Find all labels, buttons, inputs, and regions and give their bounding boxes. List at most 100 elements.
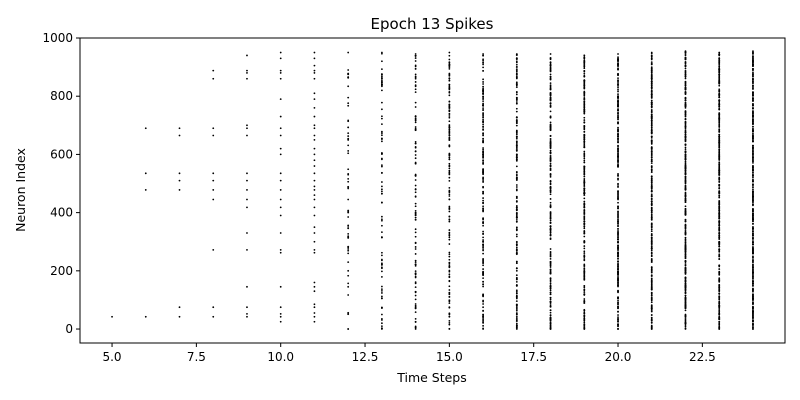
spike-point bbox=[448, 273, 451, 276]
spike-point bbox=[684, 294, 687, 297]
spike-point bbox=[617, 141, 619, 144]
spike-point bbox=[583, 166, 586, 169]
spike-point bbox=[583, 210, 586, 213]
spike-point bbox=[482, 186, 484, 189]
spike-point bbox=[347, 246, 350, 249]
spike-point bbox=[752, 214, 754, 217]
spike-point bbox=[549, 301, 552, 303]
spike-point bbox=[414, 140, 417, 143]
y-tick-label: 0 bbox=[65, 322, 73, 336]
spike-point bbox=[684, 60, 687, 63]
spike-point bbox=[482, 141, 484, 144]
spike-point bbox=[111, 315, 113, 318]
spike-point bbox=[650, 247, 653, 250]
spike-point bbox=[313, 312, 316, 314]
spike-point bbox=[515, 246, 518, 249]
spike-point bbox=[279, 312, 282, 315]
spike-point bbox=[482, 268, 484, 270]
spike-point bbox=[684, 193, 687, 196]
spike-point bbox=[752, 222, 754, 225]
spike-point bbox=[347, 198, 350, 201]
spike-point bbox=[313, 165, 316, 167]
spike-point bbox=[718, 138, 721, 140]
spike-point bbox=[583, 315, 586, 317]
spike-point bbox=[212, 315, 215, 318]
spike-point bbox=[650, 314, 653, 316]
spike-point bbox=[246, 312, 248, 315]
spike-point bbox=[381, 188, 383, 191]
spike-point bbox=[617, 111, 619, 114]
spike-point bbox=[583, 143, 586, 145]
spike-point bbox=[617, 88, 619, 91]
spike-point bbox=[718, 248, 721, 251]
spike-point bbox=[617, 113, 619, 115]
spike-point bbox=[347, 135, 350, 137]
spike-point bbox=[684, 321, 687, 323]
spike-point bbox=[617, 137, 619, 140]
spike-point bbox=[212, 172, 215, 175]
spike-point bbox=[752, 246, 754, 248]
spike-point bbox=[313, 185, 316, 188]
spike-point bbox=[313, 198, 316, 201]
spike-point bbox=[549, 77, 552, 80]
spike-point bbox=[279, 179, 282, 182]
spike-point bbox=[650, 165, 653, 167]
spike-point bbox=[684, 229, 687, 231]
spike-point bbox=[684, 120, 687, 123]
spike-point bbox=[617, 74, 619, 77]
spike-point bbox=[718, 108, 721, 111]
spike-point bbox=[617, 257, 619, 260]
spike-point bbox=[515, 315, 518, 318]
spike-point bbox=[650, 252, 653, 255]
spike-point bbox=[617, 58, 619, 61]
spike-point bbox=[347, 294, 350, 296]
spike-point bbox=[752, 175, 754, 177]
spike-point bbox=[617, 173, 619, 175]
spike-point bbox=[549, 185, 552, 188]
spike-point bbox=[718, 84, 721, 87]
spike-point bbox=[684, 158, 687, 161]
spike-point bbox=[381, 219, 383, 222]
spike-point bbox=[617, 262, 619, 265]
spike-point bbox=[448, 234, 451, 237]
y-tick-label: 400 bbox=[50, 206, 73, 220]
spike-point bbox=[684, 106, 687, 109]
spike-point bbox=[617, 56, 619, 59]
spike-point bbox=[515, 156, 518, 159]
spike-point bbox=[752, 290, 754, 293]
spike-point bbox=[246, 127, 248, 130]
spike-point bbox=[414, 294, 417, 297]
spike-point bbox=[381, 132, 383, 135]
spike-point bbox=[752, 232, 754, 235]
spike-point bbox=[650, 69, 653, 72]
spike-point bbox=[313, 153, 316, 156]
spike-point bbox=[381, 290, 383, 292]
spike-point bbox=[448, 152, 451, 155]
spike-point bbox=[549, 309, 552, 312]
spike-point bbox=[178, 127, 181, 130]
spike-point bbox=[752, 115, 754, 118]
spike-point bbox=[684, 96, 687, 99]
spike-point bbox=[515, 150, 518, 152]
spike-point bbox=[650, 91, 653, 94]
spike-point bbox=[718, 161, 721, 164]
spike-point bbox=[752, 140, 754, 143]
spike-point bbox=[583, 140, 586, 143]
spike-point bbox=[482, 299, 484, 302]
spike-point bbox=[617, 81, 619, 83]
spike-point bbox=[650, 127, 653, 129]
spike-point bbox=[549, 303, 552, 305]
spike-point bbox=[482, 320, 484, 323]
spike-point bbox=[684, 199, 687, 202]
spike-point bbox=[583, 57, 586, 60]
spike-point bbox=[684, 249, 687, 252]
spike-point bbox=[752, 239, 754, 241]
spike-point bbox=[381, 231, 383, 234]
spike-point bbox=[414, 157, 417, 160]
spike-point bbox=[684, 196, 687, 198]
spike-point bbox=[515, 119, 518, 121]
spike-point bbox=[347, 252, 350, 255]
spike-point bbox=[279, 198, 282, 201]
x-tick-label: 15.0 bbox=[436, 350, 463, 364]
spike-point bbox=[313, 206, 316, 209]
